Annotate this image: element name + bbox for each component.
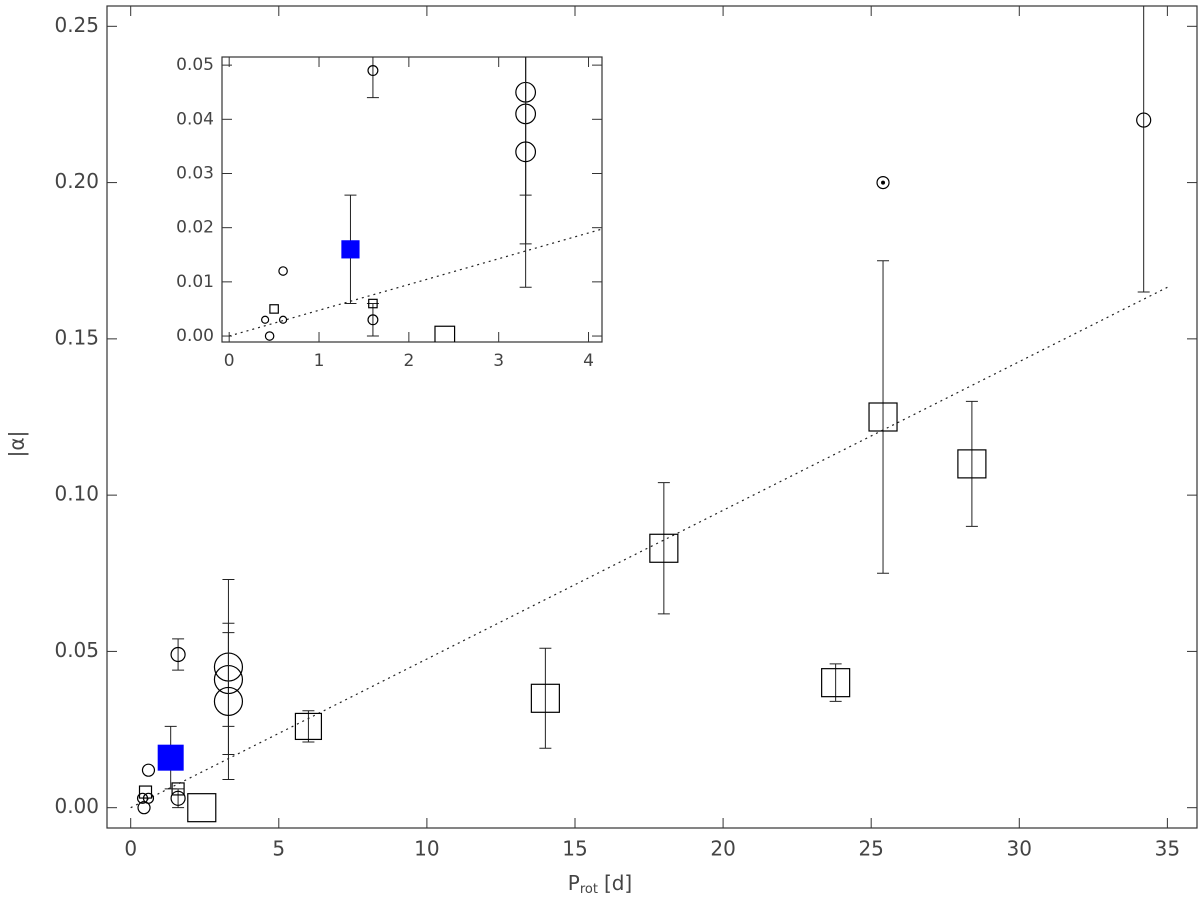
fit-line [130,286,1168,809]
error-bar [1137,6,1150,293]
x-tick-label: 0 [224,351,235,371]
error-bar [519,57,532,288]
x-axis-label: Prot [d] [568,871,633,897]
point [957,449,987,479]
x-label-sub: rot [580,882,598,897]
error-bar [829,663,842,702]
error-bar [172,638,185,671]
x-tick-label: 10 [414,837,439,861]
point [264,331,275,341]
point [434,325,456,342]
point [278,266,288,276]
x-tick-label: 25 [858,837,883,861]
point [821,668,851,698]
y-tick-label: 0.25 [54,13,99,37]
y-tick-label: 0.00 [54,794,99,818]
y-tick-label: 0.05 [176,55,214,75]
point [649,533,679,563]
sun-dot [881,180,886,185]
plot-frame [221,56,603,343]
plot-area [229,57,602,342]
point [213,686,244,717]
point [269,304,279,314]
x-tick-label: 20 [710,837,735,861]
error-bar [965,400,978,527]
point [141,763,156,777]
x-label-main: P [568,871,580,895]
y-tick-label: 0.01 [176,272,214,292]
point [138,785,153,799]
x-tick-label: 30 [1007,837,1032,861]
point [341,240,360,259]
y-axis-label: |α| [5,431,29,458]
error-bar [302,710,315,743]
x-tick-label: 2 [403,351,414,371]
point [367,65,379,77]
x-label-unit: [d] [604,871,632,895]
error-bar [366,57,379,99]
x-tick-label: 4 [583,351,594,371]
point [368,298,378,309]
point [515,141,537,163]
error-bar [539,647,552,749]
point [261,315,270,324]
error-bar [222,622,235,781]
point [278,315,288,324]
point [170,790,186,806]
y-tick-label: 0.20 [54,169,99,193]
y-tick-label: 0.10 [54,482,99,506]
point [367,314,379,326]
y-tick-label: 0.02 [176,218,214,238]
error-bar [657,482,670,615]
x-tick-label: 3 [493,351,504,371]
y-tick-label: 0.15 [54,325,99,349]
x-tick-label: 5 [272,837,285,861]
y-tick-label: 0.04 [176,109,214,129]
plot-area [130,6,1168,823]
point [294,712,323,741]
x-tick-label: 1 [314,351,325,371]
point [876,175,890,190]
error-bar [877,260,890,574]
point [170,646,186,663]
point [530,683,560,713]
y-tick-label: 0.05 [54,638,99,662]
x-tick-label: 35 [1155,837,1180,861]
point [1136,112,1152,128]
x-tick-label: 0 [124,837,137,861]
point [187,793,217,823]
y-tick-label: 0.00 [176,326,214,346]
y-tick-label: 0.03 [176,163,214,183]
x-tick-label: 15 [562,837,587,861]
point [868,402,898,432]
point [157,744,184,771]
